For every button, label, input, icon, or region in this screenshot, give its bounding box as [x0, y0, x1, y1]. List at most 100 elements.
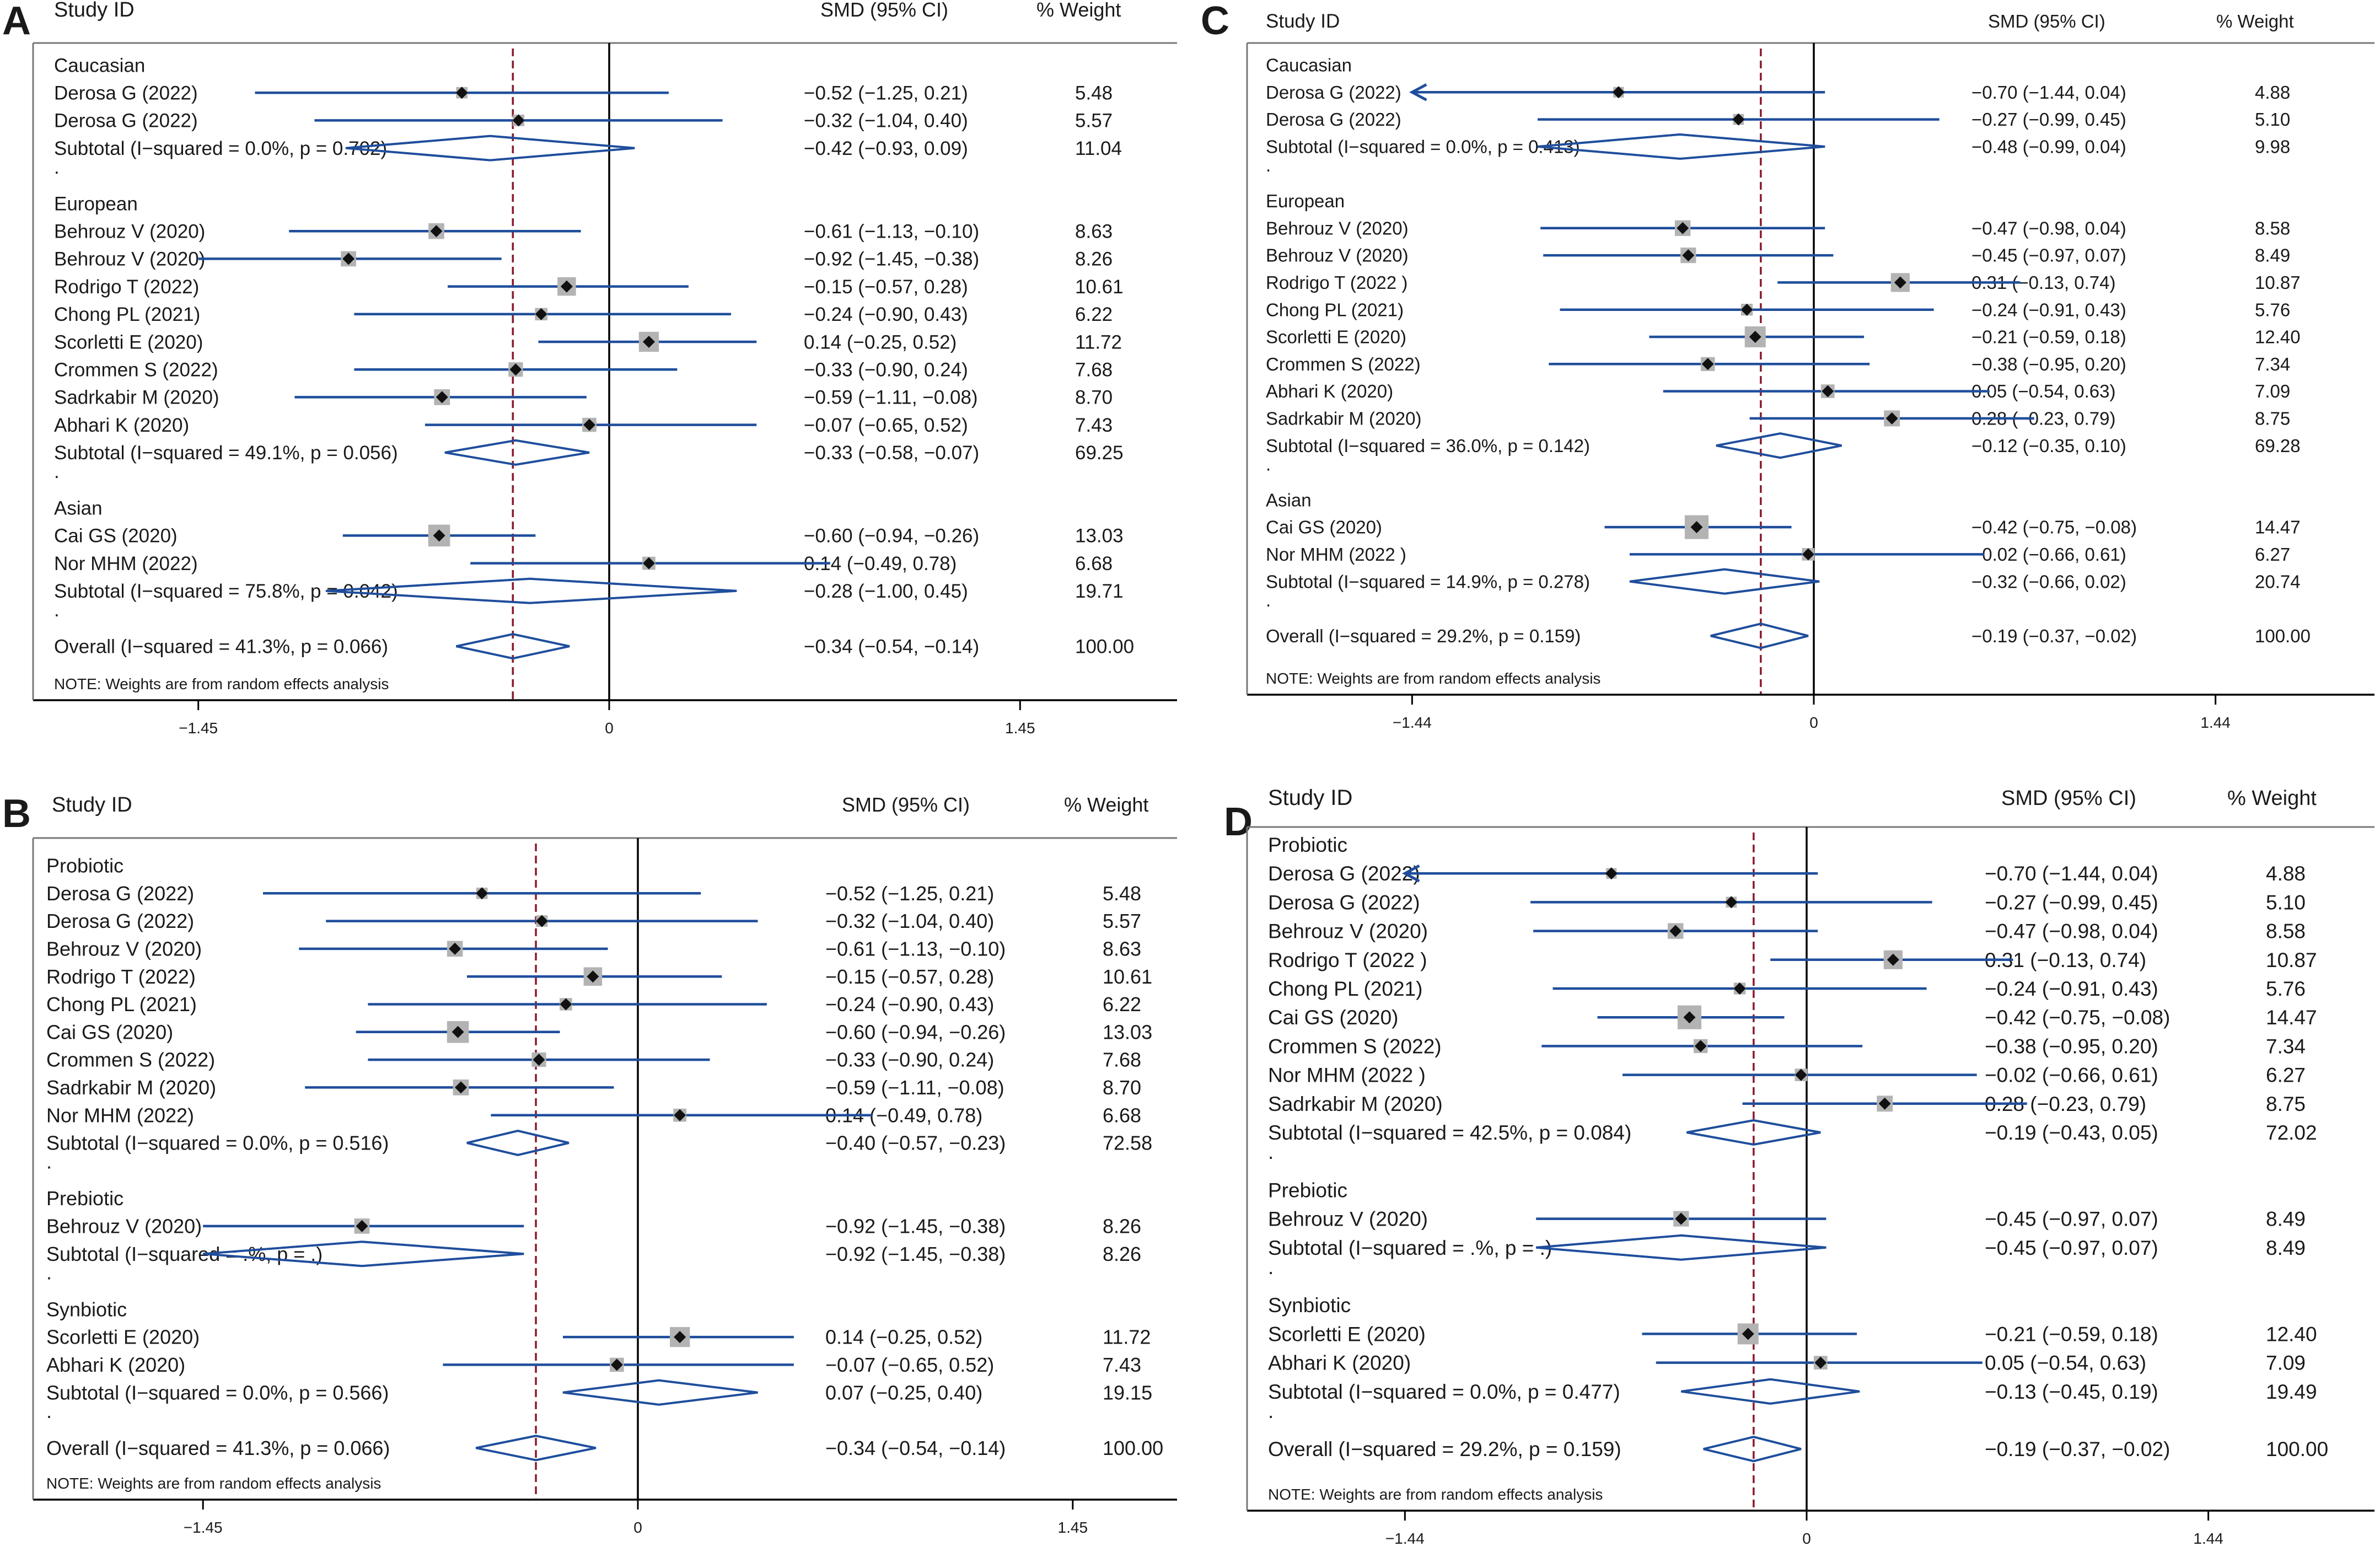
- study-ci-text: −0.21 (−0.59, 0.18): [1971, 327, 2126, 347]
- study-ci-text: −0.21 (−0.59, 0.18): [1985, 1323, 2158, 1345]
- study-label: Derosa G (2022): [54, 110, 198, 132]
- study-label: Derosa G (2022): [1266, 109, 1401, 130]
- study-label: Sadrkabir M (2020): [46, 1076, 216, 1099]
- study-weight-text: 13.03: [1075, 525, 1124, 547]
- row-separator-dot: .: [1266, 155, 1271, 175]
- study-label: Rodrigo T (2022 ): [1266, 272, 1407, 293]
- study-ci-text: 0.05 (−0.54, 0.63): [1985, 1352, 2146, 1374]
- study-weight-text: 7.34: [2255, 354, 2290, 374]
- study-ci-text: 0.05 (−0.54, 0.63): [1971, 381, 2115, 401]
- study-point-estimate: [1885, 412, 1898, 425]
- subtotal-label: Subtotal (I−squared = .%, p = .): [46, 1243, 323, 1265]
- row-separator-dot: .: [1266, 590, 1271, 610]
- subtotal-weight-text: 9.98: [2255, 136, 2290, 157]
- row-separator-dot: .: [54, 461, 60, 482]
- overall-label: Overall (I−squared = 29.2%, p = 0.159): [1266, 626, 1581, 646]
- weight-header: % Weight: [1036, 0, 1121, 21]
- subtotal-label: Subtotal (I−squared = 0.0%, p = 0.413): [1266, 136, 1580, 157]
- study-point-estimate: [1675, 1212, 1688, 1225]
- study-label: Chong PL (2021): [1268, 978, 1422, 1000]
- panel-letter: D: [1224, 800, 1253, 844]
- study-point-estimate: [1887, 953, 1899, 966]
- overall-weight-text: 100.00: [1075, 636, 1134, 657]
- subtotal-ci-text: −0.19 (−0.43, 0.05): [1985, 1121, 2158, 1144]
- study-point-estimate: [642, 557, 655, 570]
- weights-note: NOTE: Weights are from random effects an…: [1268, 1486, 1603, 1503]
- subtotal-label: Subtotal (I−squared = 14.9%, p = 0.278): [1266, 571, 1590, 592]
- overall-diamond: [475, 1435, 597, 1462]
- study-point-estimate: [674, 1331, 686, 1344]
- overall-diamond: [1703, 1436, 1802, 1463]
- study-point-estimate: [1742, 1328, 1754, 1340]
- study-weight-text: 8.49: [2266, 1208, 2306, 1231]
- study-point-estimate: [533, 1054, 545, 1066]
- subtotal-label: Subtotal (I−squared = 36.0%, p = 0.142): [1266, 436, 1590, 456]
- study-weight-text: 12.40: [2266, 1323, 2317, 1345]
- study-ci-text: −0.15 (−0.57, 0.28): [804, 276, 968, 298]
- row-separator-dot: .: [54, 157, 60, 178]
- study-point-estimate: [1612, 86, 1625, 99]
- study-ci-text: −0.24 (−0.91, 0.43): [1985, 978, 2158, 1000]
- subtotal-weight-text: 11.04: [1075, 138, 1122, 159]
- study-point-estimate: [455, 87, 468, 99]
- study-ci-text: −0.59 (−1.11, −0.08): [804, 387, 978, 409]
- subtotal-label: Subtotal (I−squared = 0.0%, p = 0.516): [46, 1132, 389, 1154]
- row-separator-dot: .: [1266, 454, 1271, 475]
- study-id-header: Study ID: [52, 793, 132, 817]
- study-ci-text: −0.32 (−1.04, 0.40): [825, 910, 994, 932]
- study-weight-text: 7.43: [1075, 415, 1113, 436]
- subgroup-heading: Probiotic: [1268, 834, 1347, 856]
- study-ci-text: −0.92 (−1.45, −0.38): [804, 249, 979, 270]
- study-point-estimate: [1795, 1068, 1807, 1081]
- study-ci-text: −0.07 (−0.65, 0.52): [825, 1354, 994, 1376]
- study-label: Scorletti E (2020): [46, 1326, 200, 1349]
- study-point-estimate: [455, 1081, 468, 1094]
- ci-truncation-arrow: [1402, 864, 1420, 883]
- overall-diamond: [456, 633, 570, 660]
- study-point-estimate: [610, 1358, 623, 1371]
- subtotal-ci-text: −0.33 (−0.58, −0.07): [804, 442, 979, 464]
- study-weight-text: 8.26: [1075, 249, 1113, 270]
- overall-ci-text: −0.19 (−0.37, −0.02): [1985, 1438, 2170, 1460]
- study-weight-text: 13.03: [1103, 1021, 1152, 1043]
- row-separator-dot: .: [46, 1150, 52, 1173]
- subtotal-diamond: [466, 1129, 570, 1157]
- study-weight-text: 8.49: [2255, 245, 2290, 266]
- study-ci-text: −0.42 (−0.75, −0.08): [1971, 517, 2137, 538]
- x-tick-label: 0: [605, 719, 614, 737]
- study-weight-text: 5.76: [2255, 299, 2290, 320]
- study-point-estimate: [1822, 385, 1834, 398]
- study-point-estimate: [1733, 982, 1746, 995]
- subtotal-diamond: [1536, 1234, 1826, 1261]
- study-label: Cai GS (2020): [1266, 517, 1382, 538]
- study-label: Derosa G (2022): [1266, 82, 1401, 103]
- row-separator-dot: .: [1268, 1141, 1274, 1163]
- x-tick-label: 1.45: [1005, 719, 1035, 737]
- overall-label: Overall (I−squared = 29.2%, p = 0.159): [1268, 1438, 1621, 1460]
- overall-weight-text: 100.00: [2266, 1438, 2328, 1460]
- weight-header: % Weight: [1064, 793, 1148, 816]
- smd-header: SMD (95% CI): [2001, 787, 2136, 810]
- study-point-estimate: [430, 225, 443, 238]
- subtotal-ci-text: −0.45 (−0.97, 0.07): [1985, 1237, 2158, 1259]
- study-label: Cai GS (2020): [46, 1021, 173, 1043]
- weights-note: NOTE: Weights are from random effects an…: [46, 1475, 381, 1492]
- study-point-estimate: [433, 529, 445, 542]
- overall-weight-text: 100.00: [1103, 1437, 1163, 1459]
- subtotal-diamond: [1686, 1119, 1821, 1146]
- forest-panel-d: D Study ID SMD (95% CI) % Weight Probiotic De…: [1224, 786, 2374, 1547]
- study-weight-text: 8.75: [2266, 1093, 2306, 1115]
- forest-panel-b: B Study ID SMD (95% CI) % Weight Probiotic De…: [2, 792, 1177, 1536]
- study-ci-text: −0.24 (−0.90, 0.43): [804, 304, 968, 325]
- subtotal-diamond: [1681, 1378, 1860, 1405]
- study-point-estimate: [1677, 222, 1689, 234]
- overall-label: Overall (I−squared = 41.3%, p = 0.066): [46, 1437, 390, 1459]
- study-label: Scorletti E (2020): [1266, 327, 1406, 347]
- study-ci-text: −0.15 (−0.57, 0.28): [825, 965, 994, 988]
- study-ci-text: −0.45 (−0.97, 0.07): [1985, 1208, 2158, 1231]
- study-weight-text: 8.26: [1103, 1215, 1141, 1238]
- subgroup-heading: Synbiotic: [1268, 1294, 1351, 1317]
- panel-letter: A: [2, 0, 31, 43]
- study-label: Behrouz V (2020): [1266, 245, 1409, 266]
